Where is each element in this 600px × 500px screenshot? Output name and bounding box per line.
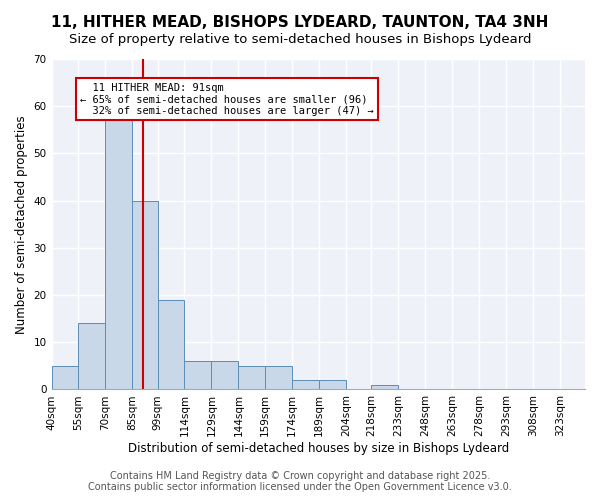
Bar xyxy=(106,120,133,390)
Bar xyxy=(133,200,158,390)
Text: Size of property relative to semi-detached houses in Bishops Lydeard: Size of property relative to semi-detach… xyxy=(69,32,531,46)
Bar xyxy=(79,324,106,390)
Y-axis label: Number of semi-detached properties: Number of semi-detached properties xyxy=(15,115,28,334)
Bar xyxy=(319,380,346,390)
Bar xyxy=(371,384,398,390)
Bar xyxy=(158,300,184,390)
Bar xyxy=(292,380,319,390)
Bar xyxy=(52,366,79,390)
Bar xyxy=(184,361,211,390)
Bar xyxy=(238,366,265,390)
Text: Contains HM Land Registry data © Crown copyright and database right 2025.
Contai: Contains HM Land Registry data © Crown c… xyxy=(88,471,512,492)
Bar xyxy=(265,366,292,390)
Text: 11, HITHER MEAD, BISHOPS LYDEARD, TAUNTON, TA4 3NH: 11, HITHER MEAD, BISHOPS LYDEARD, TAUNTO… xyxy=(52,15,548,30)
Text: 11 HITHER MEAD: 91sqm
← 65% of semi-detached houses are smaller (96)
  32% of se: 11 HITHER MEAD: 91sqm ← 65% of semi-deta… xyxy=(80,82,374,116)
Bar xyxy=(211,361,238,390)
X-axis label: Distribution of semi-detached houses by size in Bishops Lydeard: Distribution of semi-detached houses by … xyxy=(128,442,509,455)
